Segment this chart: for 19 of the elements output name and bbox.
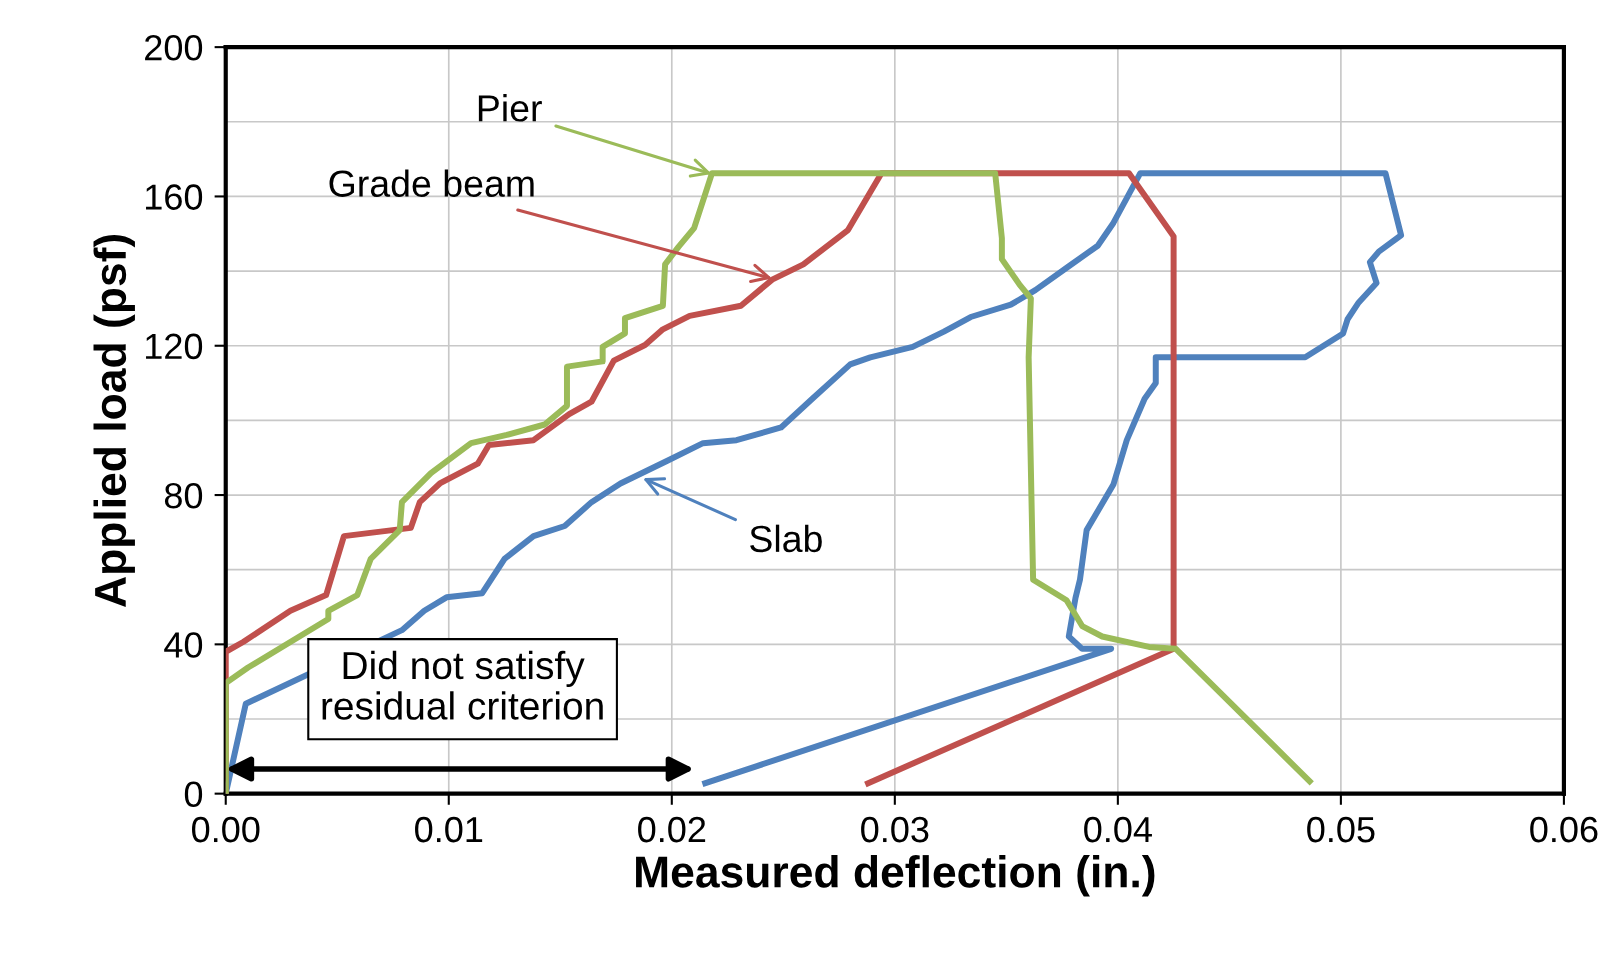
x-tick-label: 0.00	[192, 816, 260, 843]
y-axis-title: Applied load (psf)	[93, 234, 135, 607]
x-tick-label: 0.02	[638, 816, 706, 843]
x-tick-label: 0.01	[415, 816, 483, 843]
annotation: Grade beam	[329, 169, 534, 197]
x-tick-label: 0.06	[1530, 816, 1598, 843]
y-tick-label: 160	[146, 184, 203, 210]
x-axis-title: Measured deflection (in.)	[636, 855, 1155, 897]
y-tick-label: 40	[164, 632, 203, 658]
x-tick-label: 0.04	[1084, 816, 1152, 843]
y-tick-label: 0	[184, 781, 203, 808]
annotation: Pier	[478, 94, 542, 122]
annotation: Did not satisfy residual criterion	[322, 650, 603, 720]
annotation: Slab	[750, 524, 822, 553]
y-tick-label: 120	[146, 333, 203, 360]
x-tick-label: 0.03	[861, 816, 929, 843]
y-tick-label: 80	[164, 482, 203, 509]
y-tick-label: 200	[145, 35, 203, 61]
x-tick-label: 0.05	[1307, 816, 1375, 843]
